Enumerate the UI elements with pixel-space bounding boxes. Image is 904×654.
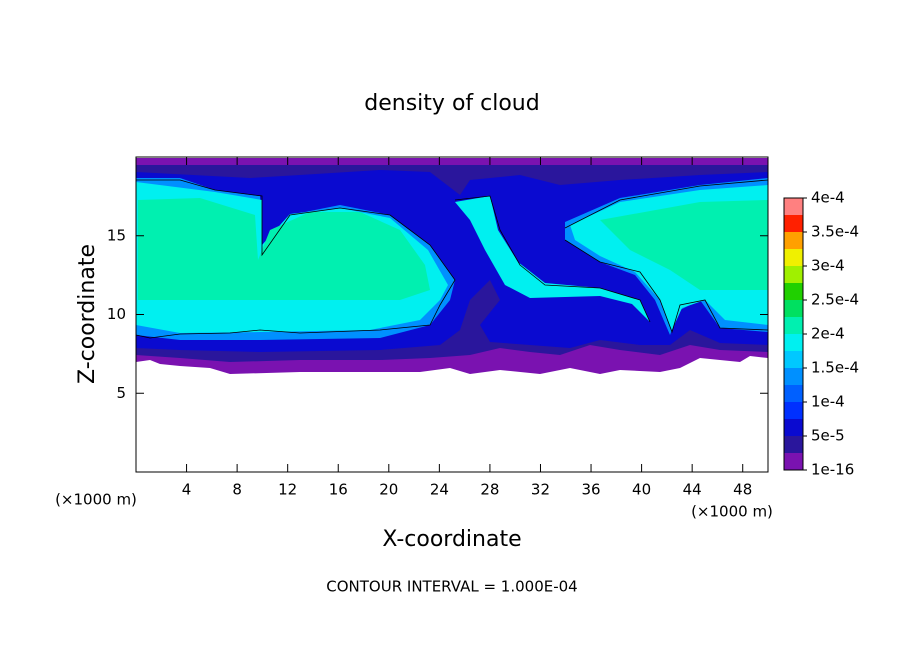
x-tick-label: 44 [683,481,702,499]
colorbar-box [784,385,803,402]
colorbar-label: 1e-16 [811,461,854,479]
x-tick-label: 20 [379,481,398,499]
colorbar-box [784,402,803,419]
colorbar-box [784,453,803,470]
x-tick-label: 36 [581,481,600,499]
colorbar-label: 4e-4 [811,189,845,207]
field-region [600,200,768,290]
contour-field [136,158,768,374]
y-tick-label: 15 [107,226,126,244]
x-tick-label: 48 [733,481,752,499]
colorbar-box [784,232,803,249]
y-tick-label: 5 [116,384,126,402]
colorbar-label: 1e-4 [811,393,845,411]
colorbar-label: 3.5e-4 [811,223,859,241]
y-tick-label: 10 [107,305,126,323]
chart-title: density of cloud [364,91,539,116]
footer: CONTOUR INTERVAL = 1.000E-04 [326,578,577,596]
colorbar-label: 5e-5 [811,427,845,445]
x-axis-label: X-coordinate [382,527,521,552]
colorbar-box [784,351,803,368]
x-tick-label: 12 [278,481,297,499]
colorbar-box [784,317,803,334]
colorbar-box [784,198,803,215]
x-tick-label: 8 [232,481,242,499]
colorbar-box [784,266,803,283]
x-tick-label: 4 [182,481,192,499]
y-unit: (×1000 m) [55,491,137,509]
x-tick-label: 24 [430,481,449,499]
colorbar-box [784,419,803,436]
contour-line [454,195,651,323]
x-tick-label: 16 [329,481,348,499]
colorbar-label: 1.5e-4 [811,359,859,377]
x-tick-label: 40 [632,481,651,499]
x-tick-label: 28 [480,481,499,499]
contour-line [564,179,768,334]
colorbar-box [784,368,803,385]
colorbar-box [784,283,803,300]
y-axis-label: Z-coordinate [75,244,100,384]
x-tick-label: 32 [531,481,550,499]
contour-line [136,179,456,339]
colorbar-label: 2.5e-4 [811,291,859,309]
colorbar-box [784,249,803,266]
field-region [138,198,430,300]
colorbar-box [784,436,803,453]
colorbar-box [784,300,803,317]
colorbar-label: 2e-4 [811,325,845,343]
colorbar-label: 3e-4 [811,257,845,275]
colorbar-box [784,334,803,351]
x-unit: (×1000 m) [691,503,773,521]
colorbar-box [784,215,803,232]
field-region [455,196,650,322]
